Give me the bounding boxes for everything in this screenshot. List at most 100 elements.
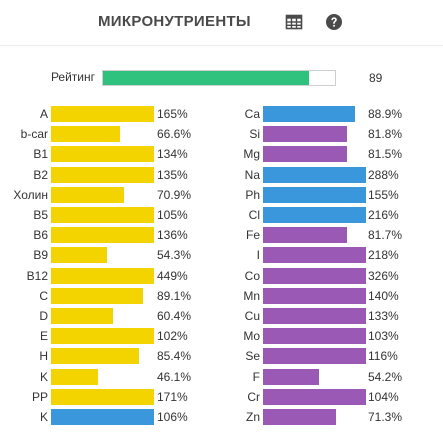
nutrient-bar	[51, 368, 98, 385]
nutrient-percent: 155%	[368, 187, 399, 202]
nutrient-bar	[263, 409, 336, 425]
nutrient-name: B9	[33, 248, 48, 263]
nutrient-percent: 71.3%	[368, 410, 403, 424]
nutrient-percent: 326%	[368, 268, 399, 283]
nutrient-name: B2	[33, 167, 48, 182]
nutrient-bar	[263, 186, 366, 203]
nutrient-percent: 70.9%	[157, 187, 192, 202]
nutrient-row: Se 116%	[0, 348, 443, 365]
nutrient-row: B1 134%	[0, 146, 443, 163]
nutrient-row: Si 81.8%	[0, 126, 443, 143]
nutrient-row: I 218%	[0, 247, 443, 264]
nutrient-name: Zn	[245, 410, 260, 424]
nutrient-percent: 135%	[157, 167, 188, 182]
table-grid-icon[interactable]	[285, 13, 303, 31]
nutrient-bar	[51, 409, 154, 425]
nutrient-row: b-car 66.6%	[0, 126, 443, 143]
nutrient-percent: 54.2%	[368, 369, 403, 384]
nutrient-row: Fe 81.7%	[0, 227, 443, 244]
nutrient-name: C	[39, 288, 48, 303]
nutrient-bar	[263, 267, 366, 284]
header: МИКРОНУТРИЕНТЫ	[0, 0, 443, 46]
nutrient-percent: 81.7%	[368, 228, 403, 243]
nutrient-bar	[51, 287, 143, 304]
nutrient-name: B1	[33, 147, 48, 162]
nutrient-bar	[51, 348, 139, 365]
nutrient-row: D 60.4%	[0, 308, 443, 324]
nutrient-bar	[263, 368, 319, 385]
nutrient-name: A	[39, 107, 48, 121]
nutrient-bar	[263, 328, 366, 345]
nutrient-percent: 449%	[157, 268, 188, 283]
rating-bar-fill	[103, 71, 310, 85]
nutrient-row: Cl 216%	[0, 207, 443, 223]
nutrient-percent: 133%	[368, 309, 399, 323]
nutrient-name: Ca	[244, 107, 260, 121]
nutrient-row: Cu 133%	[0, 308, 443, 324]
nutrient-percent: 106%	[157, 410, 188, 424]
question-circle-icon[interactable]	[325, 13, 343, 31]
nutrient-percent: 81.5%	[368, 147, 403, 162]
nutrient-percent: 116%	[368, 349, 398, 364]
nutrient-bar	[51, 328, 154, 345]
nutrient-percent: 81.8%	[368, 127, 403, 142]
rating-row: Рейтинг 89	[0, 69, 443, 87]
nutrient-bar	[51, 106, 154, 122]
nutrient-name: H	[39, 349, 48, 364]
nutrient-name: Fe	[245, 228, 260, 243]
nutrient-percent: 104%	[368, 389, 399, 404]
nutrient-name: E	[39, 329, 48, 344]
nutrient-bar	[263, 106, 355, 122]
nutrient-bar	[263, 227, 347, 244]
nutrient-bar	[51, 388, 154, 405]
nutrient-row: Co 326%	[0, 267, 443, 284]
nutrient-percent: 140%	[368, 288, 399, 303]
nutrient-percent: 288%	[368, 167, 399, 182]
nutrient-name: Cr	[247, 389, 260, 404]
nutrient-bar	[51, 166, 154, 183]
nutrient-row: B12 449%	[0, 267, 443, 284]
nutrient-row: Zn 71.3%	[0, 409, 443, 425]
nutrient-bar	[51, 247, 107, 264]
nutrient-name: K	[39, 369, 48, 384]
nutrient-name: Na	[244, 167, 260, 182]
nutrient-bar	[51, 267, 154, 284]
nutrient-row: Mg 81.5%	[0, 146, 443, 163]
nutrient-bar	[51, 308, 113, 324]
nutrient-name: Si	[249, 127, 260, 142]
nutrient-bar	[263, 388, 366, 405]
nutrient-row: E 102%	[0, 328, 443, 345]
nutrient-percent: 171%	[157, 389, 188, 404]
nutrient-row: B2 135%	[0, 166, 443, 183]
nutrient-row: A 165%	[0, 106, 443, 122]
nutrient-bar	[263, 126, 347, 143]
nutrient-name: Ph	[245, 187, 260, 202]
nutrient-percent: 85.4%	[157, 349, 192, 364]
nutrient-percent: 136%	[157, 228, 188, 243]
nutrient-bar	[263, 348, 366, 365]
nutrient-name: Mg	[243, 147, 260, 162]
nutrient-name: D	[39, 309, 48, 323]
nutrient-name: B5	[33, 208, 48, 222]
nutrient-row: K 46.1%	[0, 368, 443, 385]
nutrient-name: Se	[245, 349, 260, 364]
nutrient-name: F	[252, 369, 260, 384]
nutrient-name: K	[39, 410, 48, 424]
nutrient-row: PP 171%	[0, 388, 443, 405]
rating-label: Рейтинг	[50, 70, 95, 84]
nutrient-percent: 88.9%	[368, 107, 403, 121]
nutrient-bar	[263, 308, 366, 324]
nutrient-name: Mo	[243, 329, 260, 344]
nutrient-name: PP	[31, 389, 48, 404]
nutrient-row: C 89.1%	[0, 287, 443, 304]
nutrient-row: Na 288%	[0, 166, 443, 183]
nutrient-bar	[263, 247, 366, 264]
nutrient-percent: 89.1%	[157, 288, 192, 303]
nutrient-row: Mo 103%	[0, 328, 443, 345]
nutrient-row: Ph 155%	[0, 186, 443, 203]
nutrient-percent: 216%	[368, 208, 399, 222]
nutrient-row: Ca 88.9%	[0, 106, 443, 122]
nutrient-percent: 165%	[157, 107, 188, 121]
rating-value: 89	[369, 71, 383, 85]
nutrient-row: H 85.4%	[0, 348, 443, 365]
